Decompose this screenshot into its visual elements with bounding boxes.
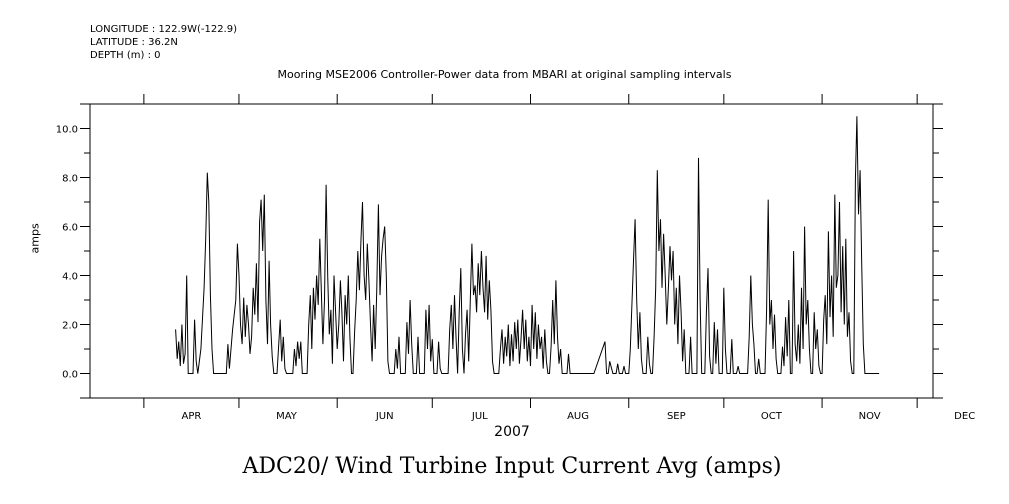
depth-label: DEPTH (m) : 0 — [90, 50, 161, 61]
longitude-label: LONGITUDE : 122.9W(-122.9) — [90, 24, 237, 35]
x-tick-label: NOV — [859, 411, 881, 422]
x-axis-label: 2007 — [494, 424, 530, 440]
chart-subtitle: Mooring MSE2006 Controller-Power data fr… — [277, 68, 732, 81]
chart-title: ADC20/ Wind Turbine Input Current Avg (a… — [242, 454, 782, 479]
y-tick-label: 8.0 — [62, 174, 78, 185]
y-tick-label: 0.0 — [62, 370, 78, 381]
x-tick-label: SEP — [667, 411, 686, 422]
x-tick-label: APR — [181, 411, 201, 422]
y-tick-label: 4.0 — [62, 272, 78, 283]
y-tick-label: 2.0 — [62, 321, 78, 332]
x-tick-label: AUG — [567, 411, 589, 422]
y-tick-label: 10.0 — [56, 125, 78, 136]
x-axis: APR MAY JUN JUL AUG SEP OCT NOV DEC — [143, 94, 975, 422]
x-tick-label: DEC — [954, 411, 975, 422]
x-tick-label: OCT — [761, 411, 783, 422]
x-tick-label: JUN — [375, 411, 394, 422]
x-tick-label: MAY — [276, 411, 298, 422]
latitude-label: LATITUDE : 36.2N — [90, 37, 178, 48]
plot-frame — [89, 103, 934, 399]
series-line — [175, 116, 880, 374]
x-tick-label: JUL — [471, 411, 488, 422]
y-tick-label: 6.0 — [62, 223, 78, 234]
y-axis: 0.0 2.0 4.0 6.0 8.0 10.0 — [56, 103, 943, 399]
